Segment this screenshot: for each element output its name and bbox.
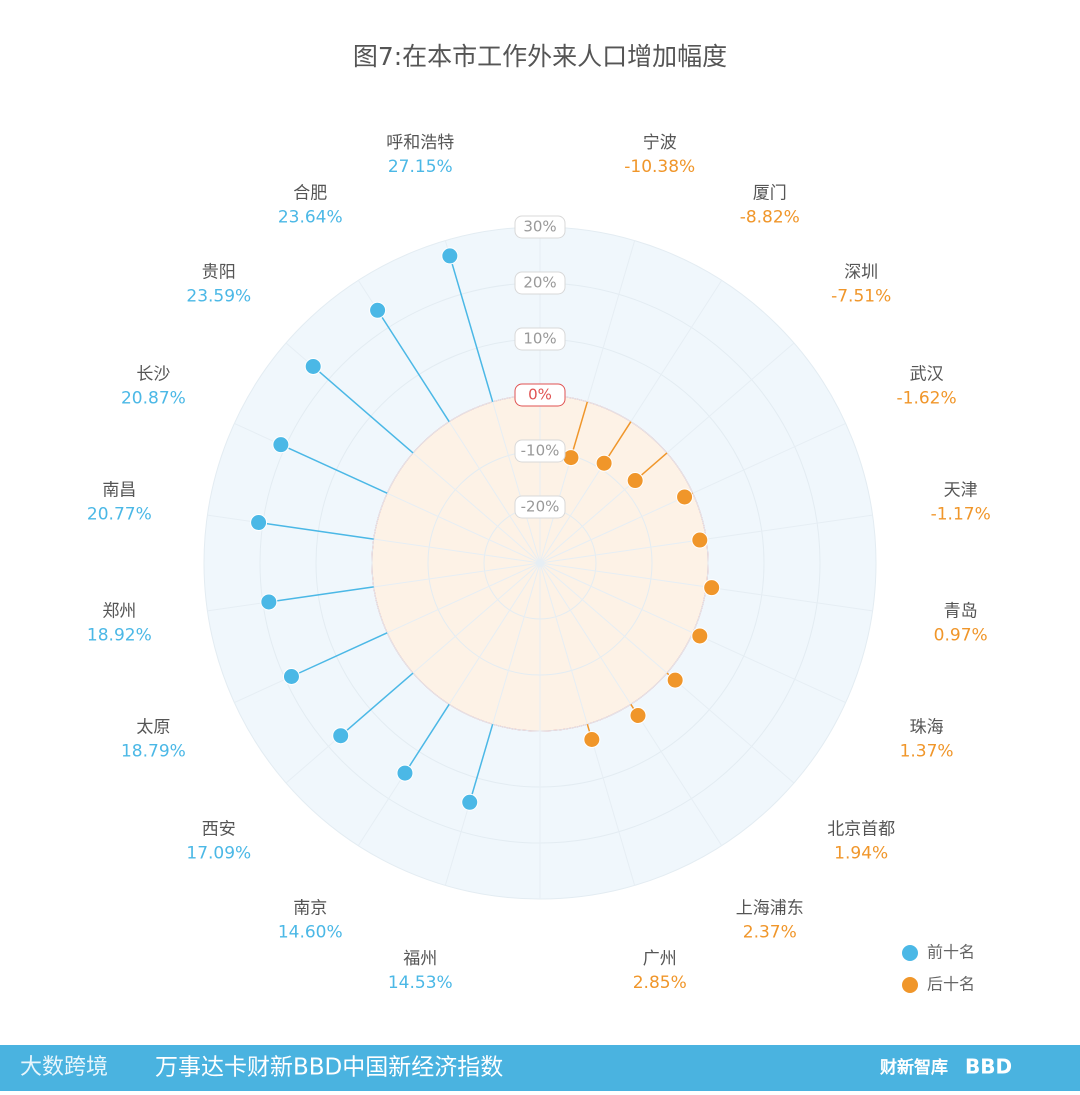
footer-text: 万事达卡财新BBD中国新经济指数 bbox=[155, 1055, 503, 1081]
stem bbox=[291, 632, 388, 678]
value-label: 20.77% bbox=[87, 505, 152, 525]
legend-label: 后十名 bbox=[927, 975, 975, 994]
dot bbox=[441, 247, 459, 265]
category-label: 太原 bbox=[136, 718, 170, 738]
dot bbox=[304, 357, 322, 375]
dot bbox=[691, 627, 709, 645]
plot: 福州 14.53% 南京 14.60% 西安 17.09% 太原 18.79% 郑州 18.92%… bbox=[87, 133, 991, 993]
footer-logo-right: BBD bbox=[965, 1055, 1012, 1079]
category-label: 福州 bbox=[403, 949, 437, 969]
category-label: 宁波 bbox=[643, 133, 677, 153]
tick-box bbox=[514, 215, 566, 239]
category-label: 北京首都 bbox=[827, 819, 895, 839]
dot bbox=[272, 436, 290, 454]
dot bbox=[282, 668, 300, 686]
dot bbox=[461, 793, 479, 811]
chart-title: 图7:在本市工作外来人口增加幅度 bbox=[353, 42, 727, 71]
value-label: 27.15% bbox=[388, 157, 453, 177]
value-label: -8.82% bbox=[740, 207, 800, 227]
dot bbox=[666, 671, 684, 689]
value-label: 18.79% bbox=[121, 742, 186, 762]
y-tick-label: -20% bbox=[521, 498, 560, 516]
y-tick-label: 30% bbox=[523, 218, 556, 236]
stem bbox=[469, 723, 494, 803]
tick-box bbox=[514, 327, 566, 351]
category-label: 广州 bbox=[643, 949, 677, 969]
value-label: 0.97% bbox=[934, 625, 988, 645]
category-label: 南京 bbox=[293, 899, 327, 919]
value-label: -1.62% bbox=[897, 388, 957, 408]
dot bbox=[691, 531, 709, 549]
stem bbox=[376, 309, 450, 423]
category-label: 呼和浩特 bbox=[386, 133, 454, 153]
tick-box bbox=[514, 271, 566, 295]
dot bbox=[396, 764, 414, 782]
footer-logo-right: 财新智库 bbox=[879, 1057, 948, 1078]
value-label: 20.87% bbox=[121, 388, 186, 408]
dot bbox=[250, 514, 268, 532]
dot bbox=[595, 454, 613, 472]
stem bbox=[258, 521, 374, 540]
legend-label: 前十名 bbox=[927, 943, 975, 962]
value-label: -1.17% bbox=[931, 505, 991, 525]
category-label: 青岛 bbox=[944, 601, 978, 621]
dot bbox=[626, 472, 644, 490]
stem bbox=[340, 672, 414, 737]
footer-logo-left: 大数跨境 bbox=[20, 1055, 108, 1080]
category-label: 厦门 bbox=[753, 183, 787, 203]
dot bbox=[369, 301, 387, 319]
dot bbox=[260, 593, 278, 611]
y-tick-label: 10% bbox=[523, 330, 556, 348]
legend-swatch bbox=[902, 945, 918, 961]
legend-swatch bbox=[902, 977, 918, 993]
category-label: 合肥 bbox=[293, 183, 327, 203]
value-label: 2.37% bbox=[743, 923, 797, 943]
category-label: 郑州 bbox=[102, 601, 136, 621]
category-label: 深圳 bbox=[844, 263, 878, 283]
dot bbox=[703, 579, 721, 597]
category-label: 贵阳 bbox=[202, 263, 236, 283]
value-label: 2.85% bbox=[633, 973, 687, 993]
value-label: -10.38% bbox=[624, 157, 695, 177]
dot bbox=[676, 488, 694, 506]
value-label: 14.53% bbox=[388, 973, 453, 993]
value-label: 23.64% bbox=[278, 207, 343, 227]
category-label: 珠海 bbox=[910, 718, 944, 738]
value-label: -7.51% bbox=[831, 287, 891, 307]
stem bbox=[312, 365, 414, 454]
y-tick-label: 0% bbox=[528, 386, 552, 404]
stem bbox=[268, 586, 374, 603]
value-label: 17.09% bbox=[186, 843, 251, 863]
footer-bar bbox=[0, 1045, 1080, 1091]
stem bbox=[404, 703, 450, 774]
dot bbox=[629, 706, 647, 724]
category-label: 武汉 bbox=[910, 364, 944, 384]
dot bbox=[332, 727, 350, 745]
grid-spoke bbox=[357, 562, 541, 846]
stem bbox=[570, 401, 589, 458]
value-label: 1.37% bbox=[900, 742, 954, 762]
dot bbox=[583, 731, 601, 749]
y-tick-label: -10% bbox=[521, 442, 560, 460]
tick-box bbox=[514, 383, 566, 407]
category-label: 南昌 bbox=[102, 481, 136, 501]
category-label: 长沙 bbox=[136, 364, 170, 384]
category-label: 西安 bbox=[202, 819, 236, 839]
value-label: 14.60% bbox=[278, 923, 343, 943]
tick-box bbox=[514, 439, 566, 463]
tick-box bbox=[514, 495, 566, 519]
stem bbox=[280, 443, 388, 494]
value-label: 18.92% bbox=[87, 625, 152, 645]
stem bbox=[449, 255, 494, 403]
value-label: 23.59% bbox=[186, 287, 251, 307]
category-label: 上海浦东 bbox=[736, 899, 804, 919]
category-label: 天津 bbox=[944, 481, 978, 501]
value-label: 1.94% bbox=[834, 843, 888, 863]
y-tick-label: 20% bbox=[523, 274, 556, 292]
